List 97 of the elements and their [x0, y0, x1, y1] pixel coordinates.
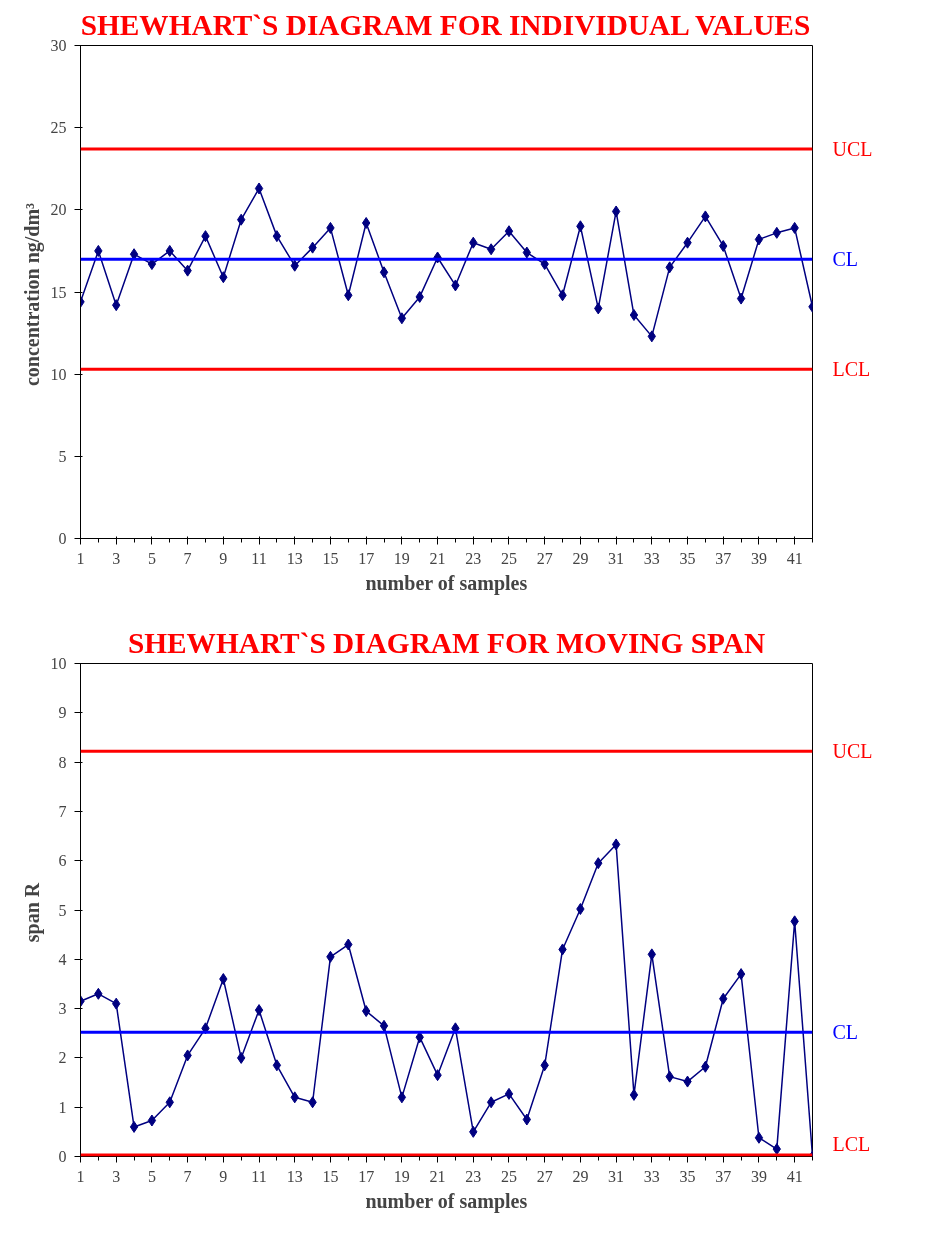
point: [272, 1059, 282, 1072]
ref-line-label: LCL: [832, 358, 871, 381]
y-tick-label: 15: [50, 283, 67, 301]
point: [379, 1019, 389, 1032]
point: [254, 1004, 264, 1017]
x-tick-label: 27: [536, 1167, 553, 1185]
y-tick-label: 0: [58, 1148, 67, 1165]
x-tick-label: 1: [76, 1167, 85, 1185]
x-tick-label: 25: [500, 1167, 517, 1185]
x-tick-label: 27: [536, 549, 553, 567]
y-tick-label: 3: [58, 1000, 67, 1018]
x-tick-label: 13: [286, 1167, 303, 1185]
x-tick-label: 41: [786, 1167, 803, 1185]
x-tick-label: 7: [183, 549, 192, 567]
x-tick-label: 1: [76, 549, 85, 567]
chart-title: SHEWHART`S DIAGRAM FOR INDIVIDUAL VALUES: [80, 8, 811, 41]
x-axis-title: number of samples: [365, 1189, 528, 1213]
point: [611, 205, 621, 218]
y-tick-label: 4: [58, 950, 67, 968]
y-axis-title: concentration ng/dm³: [20, 202, 44, 387]
x-tick-label: 9: [219, 549, 228, 567]
ref-line-label: UCL: [832, 740, 873, 763]
x-tick-label: 35: [679, 1167, 696, 1185]
y-tick-label: 8: [58, 753, 67, 771]
ref-line-label: CL: [832, 248, 859, 271]
x-tick-label: 17: [358, 549, 375, 567]
x-tick-label: 17: [358, 1167, 375, 1185]
point: [486, 243, 496, 256]
x-tick-label: 21: [429, 549, 446, 567]
point: [754, 233, 764, 246]
x-tick-label: 39: [750, 1167, 767, 1185]
x-tick-label: 11: [251, 1167, 267, 1185]
y-tick-label: 9: [58, 704, 67, 722]
x-tick-label: 3: [112, 1167, 121, 1185]
x-tick-label: 37: [715, 1167, 732, 1185]
y-tick-label: 10: [50, 365, 67, 383]
x-tick-label: 39: [750, 549, 767, 567]
y-tick-label: 1: [58, 1098, 67, 1116]
x-tick-label: 25: [500, 549, 517, 567]
y-tick-label: 25: [50, 119, 67, 137]
point: [397, 1091, 407, 1104]
ref-line-label: UCL: [832, 138, 873, 161]
point: [736, 292, 746, 305]
point: [361, 1005, 371, 1018]
x-tick-label: 13: [286, 549, 303, 567]
y-tick-label: 0: [58, 530, 67, 547]
chart-title: SHEWHART`S DIAGRAM FOR MOVING SPAN: [127, 626, 766, 659]
y-tick-label: 30: [50, 37, 67, 54]
x-tick-label: 29: [572, 1167, 589, 1185]
point: [486, 1096, 496, 1109]
x-tick-label: 21: [429, 1167, 446, 1185]
point: [361, 216, 371, 229]
x-tick-label: 15: [322, 549, 339, 567]
x-tick-label: 31: [608, 549, 625, 567]
ref-line-label: CL: [832, 1021, 859, 1044]
y-tick-label: 5: [58, 447, 67, 465]
x-tick-label: 15: [322, 1167, 339, 1185]
x-axis-title: number of samples: [365, 571, 528, 595]
point: [611, 838, 621, 851]
point: [522, 1113, 532, 1126]
x-tick-label: 19: [393, 549, 410, 567]
x-tick-label: 33: [643, 549, 660, 567]
point: [754, 1131, 764, 1144]
point: [379, 266, 389, 279]
point: [736, 968, 746, 981]
x-tick-label: 31: [608, 1167, 625, 1185]
x-tick-label: 23: [465, 1167, 482, 1185]
point: [272, 230, 282, 243]
point: [147, 1114, 157, 1127]
y-tick-label: 10: [50, 655, 67, 672]
x-tick-label: 3: [112, 549, 121, 567]
x-tick-label: 35: [679, 549, 696, 567]
point: [629, 309, 639, 322]
y-tick-label: 5: [58, 901, 67, 919]
point: [397, 312, 407, 325]
y-axis-title: span R: [20, 882, 44, 943]
x-tick-label: 23: [465, 549, 482, 567]
point: [504, 1087, 514, 1100]
x-tick-label: 5: [147, 1167, 156, 1185]
x-tick-label: 29: [572, 549, 589, 567]
y-tick-label: 6: [58, 852, 67, 870]
point: [504, 225, 514, 238]
y-tick-label: 20: [50, 201, 67, 219]
x-tick-label: 11: [251, 549, 267, 567]
x-tick-label: 5: [147, 549, 156, 567]
ref-line-label: LCL: [832, 1133, 871, 1156]
x-tick-label: 19: [393, 1167, 410, 1185]
y-tick-label: 2: [58, 1049, 67, 1067]
x-tick-label: 37: [715, 549, 732, 567]
point: [129, 1120, 139, 1133]
y-tick-label: 7: [58, 802, 67, 820]
x-tick-label: 41: [786, 549, 803, 567]
point: [254, 182, 264, 195]
point: [522, 246, 532, 259]
x-tick-label: 9: [219, 1167, 228, 1185]
x-tick-label: 33: [643, 1167, 660, 1185]
x-tick-label: 7: [183, 1167, 192, 1185]
